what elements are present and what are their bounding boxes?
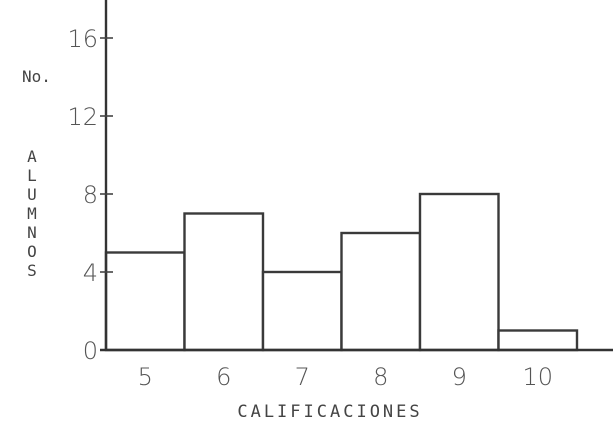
x-ticks-group: 5 6 7 8 9 10	[138, 363, 553, 391]
x-tick-label-5: 5	[138, 363, 153, 391]
y-tick-label-16: 16	[67, 25, 98, 53]
y-axis-title-letter: O	[27, 242, 37, 261]
x-axis-title: CALIFICACIONES	[237, 402, 422, 421]
bar-9	[418, 192, 500, 352]
y-tick-label-4: 4	[83, 259, 98, 287]
y-tick-label-0: 0	[83, 337, 98, 365]
y-axis-title-letter: N	[27, 223, 37, 242]
y-axis-title-letter: L	[27, 166, 37, 185]
bar-5	[104, 251, 186, 352]
bar-10	[497, 329, 579, 352]
bar-7	[261, 270, 343, 352]
y-axis-title-letter: U	[27, 185, 37, 204]
y-axis-title-letter: S	[27, 261, 37, 280]
y-ticks-group: 0 4 8 12 16	[67, 25, 113, 365]
y-axis-title-no: No.	[22, 67, 51, 86]
x-tick-label-10: 10	[522, 363, 553, 391]
x-tick-label-8: 8	[373, 363, 388, 391]
bars-group	[104, 192, 579, 352]
y-tick-label-12: 12	[67, 103, 98, 131]
y-axis-title-letter: M	[27, 204, 37, 223]
x-tick-label-9: 9	[452, 363, 467, 391]
y-axis-title-letter: A	[27, 147, 37, 166]
bar-8	[340, 231, 422, 352]
x-tick-label-6: 6	[216, 363, 231, 391]
y-tick-label-8: 8	[83, 181, 98, 209]
bar-6	[183, 212, 265, 352]
x-tick-label-7: 7	[295, 363, 310, 391]
